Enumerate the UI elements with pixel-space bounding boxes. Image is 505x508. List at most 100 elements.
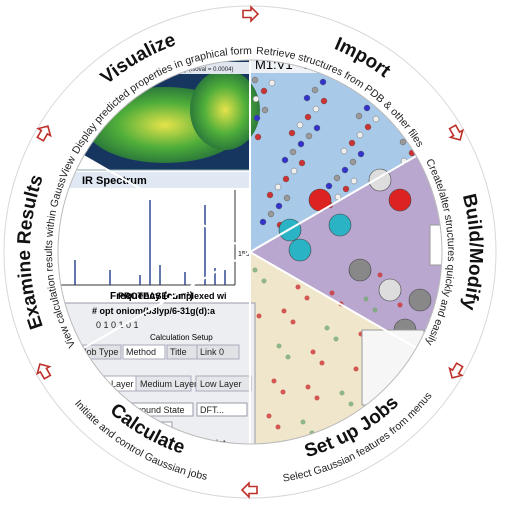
atom [372, 115, 380, 123]
atom [388, 188, 412, 212]
atom [267, 210, 275, 218]
atom [397, 302, 403, 308]
route: # opt oniom(b3lyp/6-31g(d):a [92, 306, 216, 316]
atom [290, 319, 296, 325]
atom [363, 296, 369, 302]
flow-arrow [448, 362, 464, 379]
atom [353, 366, 359, 372]
atom [251, 76, 259, 84]
atom [305, 132, 313, 140]
atom [253, 114, 261, 122]
atom [313, 124, 321, 132]
flow-arrow [240, 481, 258, 499]
atom [256, 313, 262, 319]
atom [324, 325, 330, 331]
tab-label: Title [170, 347, 187, 357]
atom [298, 159, 306, 167]
ir-xlabel: Frequency (cm⁻¹) [110, 291, 193, 302]
atom [295, 284, 301, 290]
atom [364, 123, 372, 131]
flow-arrow [448, 124, 464, 141]
atom [275, 202, 283, 210]
atom [340, 147, 348, 155]
atom [271, 378, 277, 384]
tab-label: Method [126, 347, 156, 357]
atom [334, 193, 342, 201]
atom [357, 150, 365, 158]
atom [281, 156, 289, 164]
atom [350, 177, 358, 185]
atom [348, 258, 372, 282]
atom [325, 182, 333, 190]
atom [259, 218, 267, 226]
divider [83, 251, 251, 349]
atom [328, 213, 352, 237]
method: Ground State [131, 405, 185, 415]
atom [314, 395, 320, 401]
atom [305, 384, 311, 390]
tab-label: Job Type [82, 347, 118, 357]
atom [310, 349, 316, 355]
atom [303, 94, 311, 102]
atom [348, 401, 354, 407]
atom [339, 390, 345, 396]
divider [83, 155, 251, 253]
atom [333, 336, 339, 342]
atom [342, 185, 350, 193]
atom [319, 78, 327, 86]
atom [260, 87, 268, 95]
atom [283, 194, 291, 202]
atom [254, 133, 262, 141]
atom [311, 86, 319, 94]
atom [288, 238, 312, 262]
divider [249, 251, 417, 349]
atom [296, 121, 304, 129]
flow-arrow [36, 363, 52, 380]
atom [399, 138, 407, 146]
atom [261, 106, 269, 114]
divider [249, 155, 417, 253]
dropdown [196, 402, 248, 417]
atom [282, 175, 290, 183]
atom [319, 360, 325, 366]
atom [268, 79, 276, 87]
atom [378, 278, 402, 302]
atom [363, 104, 371, 112]
atom [348, 139, 356, 147]
atom [289, 148, 297, 156]
atom [372, 307, 378, 313]
ir-window [58, 169, 251, 306]
atom [356, 131, 364, 139]
charge: 0 1 0 1 0 1 [96, 320, 139, 330]
atom [266, 413, 272, 419]
layer-tab [135, 375, 192, 392]
atom [297, 140, 305, 148]
atom [349, 158, 357, 166]
ir-title-bar [58, 172, 250, 188]
dft: DFT... [200, 405, 224, 415]
atom [290, 167, 298, 175]
tab [122, 344, 166, 360]
atom [377, 272, 383, 278]
atom [300, 419, 306, 425]
layer-label: Medium Layer [140, 379, 197, 389]
atom [252, 95, 260, 103]
atom [252, 267, 258, 273]
atom [320, 97, 328, 105]
layer-label: High Layer [90, 379, 134, 389]
ir-title: IR Spectrum [82, 175, 147, 187]
atom [280, 389, 286, 395]
atom [312, 105, 320, 113]
atom [281, 308, 287, 314]
atom [408, 288, 432, 312]
atom [276, 343, 282, 349]
layer-label: Low Layer [200, 379, 242, 389]
inner-edge [57, 59, 443, 445]
atom [288, 129, 296, 137]
density-surface [190, 70, 260, 150]
atom [285, 354, 291, 360]
atom [261, 278, 267, 284]
atom [274, 183, 282, 191]
atom [333, 174, 341, 182]
